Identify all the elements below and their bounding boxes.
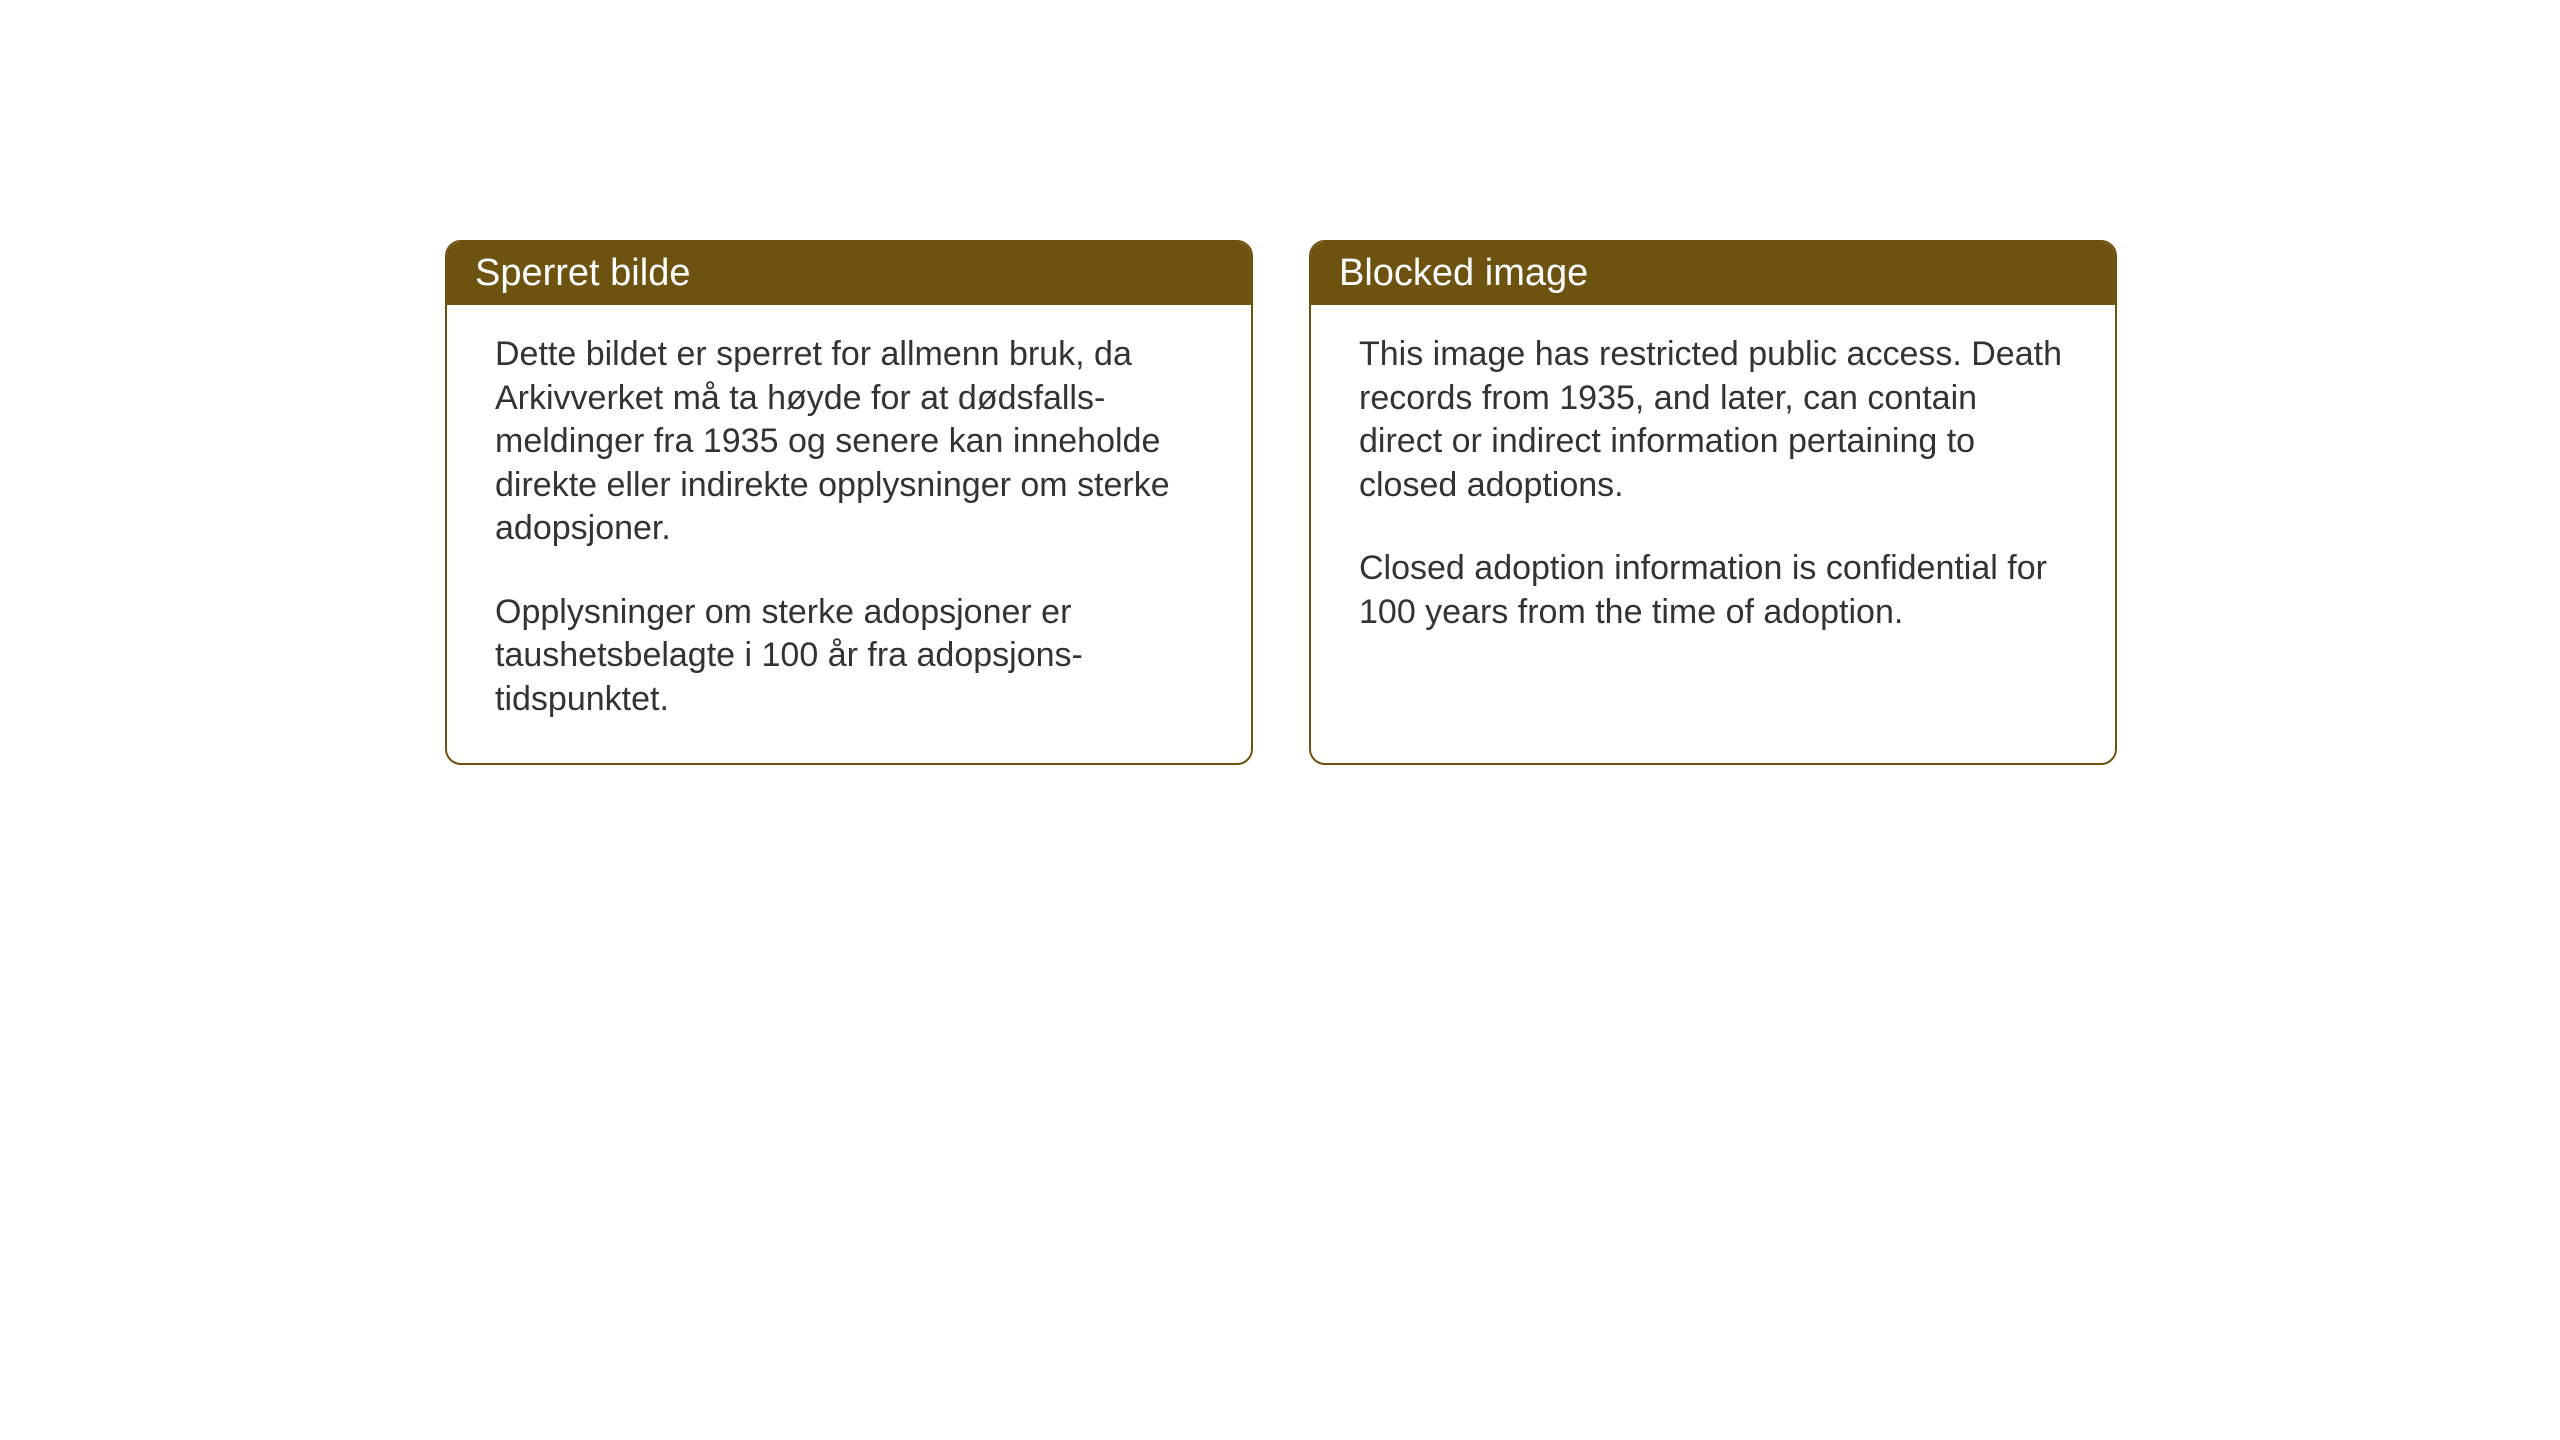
notice-header-english: Blocked image bbox=[1311, 242, 2115, 305]
notice-body-norwegian: Dette bildet er sperret for allmenn bruk… bbox=[447, 305, 1251, 763]
notice-container: Sperret bilde Dette bildet er sperret fo… bbox=[445, 240, 2117, 765]
notice-paragraph-1-english: This image has restricted public access.… bbox=[1359, 333, 2067, 507]
notice-card-english: Blocked image This image has restricted … bbox=[1309, 240, 2117, 765]
notice-title-english: Blocked image bbox=[1339, 252, 1588, 294]
notice-paragraph-2-english: Closed adoption information is confident… bbox=[1359, 547, 2067, 634]
notice-card-norwegian: Sperret bilde Dette bildet er sperret fo… bbox=[445, 240, 1253, 765]
notice-title-norwegian: Sperret bilde bbox=[475, 252, 690, 294]
notice-paragraph-1-norwegian: Dette bildet er sperret for allmenn bruk… bbox=[495, 333, 1203, 551]
notice-header-norwegian: Sperret bilde bbox=[447, 242, 1251, 305]
notice-paragraph-2-norwegian: Opplysninger om sterke adopsjoner er tau… bbox=[495, 591, 1203, 722]
notice-body-english: This image has restricted public access.… bbox=[1311, 305, 2115, 676]
